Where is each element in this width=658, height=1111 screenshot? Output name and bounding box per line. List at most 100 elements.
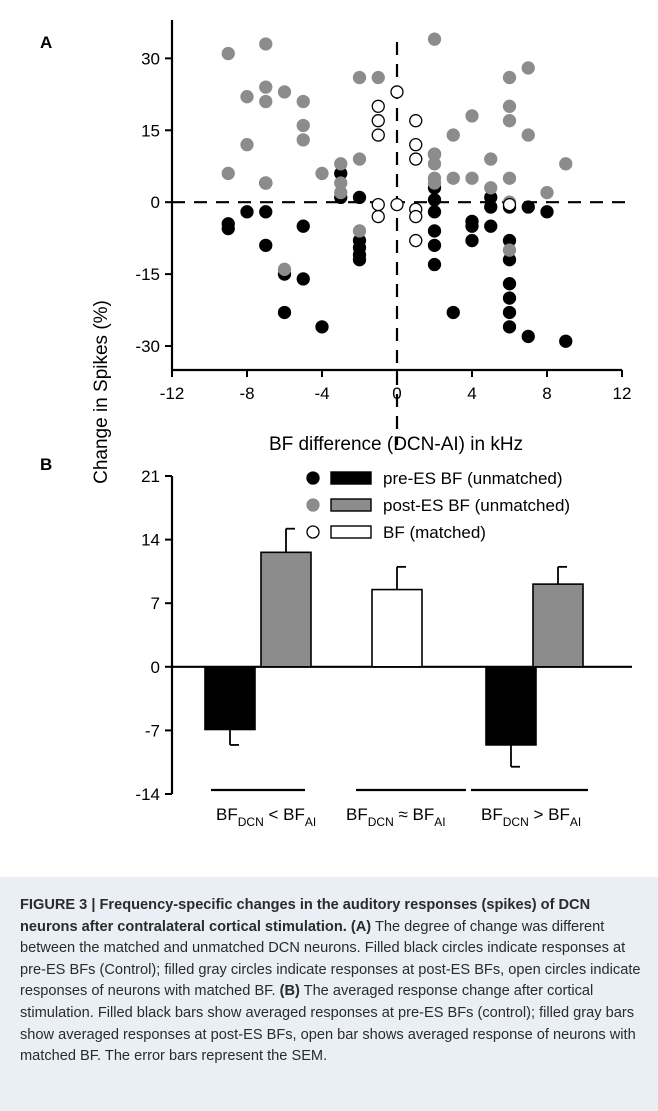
y-tick-label: -14 [135, 785, 160, 804]
matched-point [371, 209, 385, 224]
pre-es-point [259, 238, 273, 252]
pre-es-point [221, 221, 235, 236]
group-labels: BFDCN < BFAI BFDCN ≈ BFAI BFDCN > BFAI [211, 788, 588, 829]
legend-label: post-ES BF (unmatched) [383, 496, 570, 515]
x-tick-label: 0 [392, 384, 401, 403]
matched-point [409, 233, 423, 248]
bars [204, 527, 584, 768]
pre-es-point [540, 205, 554, 219]
matched-point [390, 85, 404, 99]
legend-swatch [330, 525, 372, 539]
x-tick-label: -8 [239, 384, 254, 403]
pre-es-point [465, 233, 479, 248]
figure-caption: FIGURE 3 | Frequency-specific changes in… [0, 877, 658, 1111]
post-es-point [315, 166, 329, 181]
group-label: BFDCN ≈ BFAI [346, 805, 446, 829]
pre-es-point [240, 205, 254, 219]
legend-marker [306, 525, 320, 539]
bar [204, 665, 256, 731]
post-es-point [502, 243, 517, 257]
post-es-point [277, 85, 292, 99]
pre-es-point [427, 224, 442, 238]
legend-swatch [330, 471, 372, 485]
bar [532, 583, 584, 668]
pre-es-point [315, 320, 329, 334]
post-es-point [334, 157, 348, 171]
post-es-point [277, 262, 292, 276]
pre-es-point [427, 238, 442, 252]
pre-es-point [296, 272, 310, 286]
post-es-point [427, 32, 442, 46]
post-es-point [502, 99, 517, 113]
matched-point [371, 128, 385, 142]
caption-a-text: The degree of change was different betwe… [20, 918, 641, 1000]
post-es-point [221, 46, 235, 61]
y-tick-label: 15 [141, 121, 160, 140]
group-label: BFDCN > BFAI [481, 805, 581, 829]
pre-es-point [352, 190, 367, 205]
post-es-point [296, 133, 310, 147]
panel-a-label: A [40, 33, 52, 52]
y-tick-label: -15 [135, 265, 160, 284]
bar-y-ticks: 21 14 7 0 -7 -14 [135, 467, 172, 804]
y-tick-label: -30 [135, 337, 160, 356]
bar [485, 665, 537, 746]
scatter-panel: 30 15 0 -15 -30 -12 -8 -4 0 4 8 12 BF difference (… [135, 20, 631, 455]
scatter-y-ticks: 30 15 0 -15 -30 [135, 49, 172, 356]
pre-es-point [502, 320, 517, 334]
x-tick-label: 4 [467, 384, 476, 403]
post-es-point [240, 138, 254, 152]
matched-point [409, 138, 423, 152]
bar-panel: 21 14 7 0 -7 -14 pre-ES BF (unmatched) post-ES… [135, 467, 632, 829]
y-tick-label: 14 [141, 531, 160, 550]
post-es-point [352, 152, 367, 166]
caption-a-label: (A) [350, 918, 372, 935]
legend-swatch [330, 498, 372, 512]
y-tick-label: 7 [151, 594, 160, 613]
matched-point [390, 197, 404, 212]
figure-3: A B 30 15 0 -15 -30 -12 -8 -4 0 4 8 12 BF differen… [40, 20, 632, 829]
caption-b-text: The averaged response change after corti… [20, 983, 636, 1065]
pre-es-point [502, 277, 517, 291]
y-tick-label: 0 [151, 193, 160, 212]
legend-marker [306, 498, 320, 512]
bar [371, 588, 423, 668]
legend-label: BF (matched) [383, 523, 486, 542]
post-es-point [446, 171, 460, 185]
post-es-point [296, 118, 310, 133]
post-es-point [484, 181, 498, 195]
matched-point [502, 197, 517, 212]
pre-es-point [277, 305, 292, 320]
matched-point [371, 114, 385, 128]
x-tick-label: -12 [160, 384, 185, 403]
post-es-point [352, 224, 367, 238]
post-es-point [559, 157, 573, 171]
post-es-point [502, 70, 517, 85]
pre-es-point [465, 219, 479, 233]
pre-es-point [521, 200, 535, 214]
post-es-point [221, 166, 235, 181]
post-es-point [296, 94, 310, 109]
post-es-point [427, 176, 442, 190]
pre-es-point [446, 305, 460, 320]
legend: pre-ES BF (unmatched) post-ES BF (unmatch… [306, 469, 570, 542]
scatter-x-label: BF difference (DCN-AI) in kHz [269, 434, 523, 455]
scatter-x-ticks: -12 -8 -4 0 4 8 12 [160, 370, 632, 403]
post-es-point [259, 176, 273, 190]
y-tick-label: -7 [145, 721, 160, 740]
post-es-point [371, 70, 385, 85]
y-tick-label: 30 [141, 49, 160, 68]
x-tick-label: 8 [542, 384, 551, 403]
matched-point [371, 99, 385, 113]
post-es-point [540, 185, 554, 200]
post-es-point [352, 70, 367, 85]
x-tick-label: 12 [613, 384, 632, 403]
pre-es-point [559, 334, 573, 348]
pre-es-point [352, 253, 367, 267]
pre-es-point [521, 329, 535, 344]
legend-marker [306, 471, 320, 485]
pre-es-point [484, 219, 498, 233]
post-es-point [465, 109, 479, 123]
post-es-point [259, 94, 273, 109]
post-es-point [521, 128, 535, 142]
